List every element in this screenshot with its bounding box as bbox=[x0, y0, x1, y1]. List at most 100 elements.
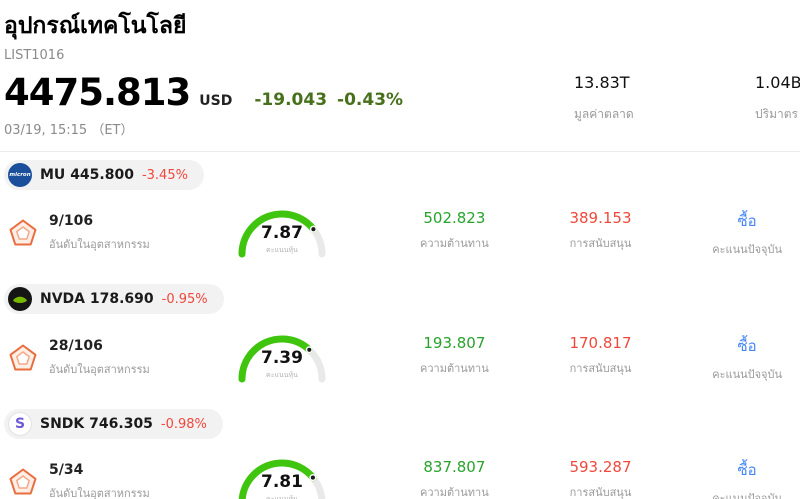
index-price: 4475.813 bbox=[4, 71, 191, 114]
resistance-metric: 837.807 ความต้านทาน bbox=[420, 458, 489, 499]
gauge-fill bbox=[238, 459, 326, 499]
stock-section-sndk: S SNDK 746.305 -0.98% 5/34 อันดับในอุตสา… bbox=[0, 409, 800, 499]
stat-volume: 1.04B ปริมาตร bbox=[755, 73, 800, 124]
signal-label: คะแนนปัจจุบัน bbox=[712, 242, 782, 256]
index-change-abs: -19.043 bbox=[254, 90, 328, 110]
support-label: การสนับสนุน bbox=[569, 485, 632, 499]
support-label: การสนับสนุน bbox=[569, 236, 632, 250]
stock-ticker: SNDK bbox=[40, 416, 85, 432]
stock-ticker-price: SNDK 746.305 bbox=[40, 416, 153, 432]
nvidia-logo-icon bbox=[8, 287, 32, 311]
resistance-label: ความต้านทาน bbox=[420, 236, 489, 250]
page-title: อุปกรณ์เทคโนโลยี bbox=[4, 13, 187, 39]
currency-label: USD bbox=[199, 93, 233, 109]
metrics-row: 193.807 ความต้านทาน 170.817 การสนับสนุน … bbox=[332, 334, 800, 383]
stock-body: 5/34 อันดับในอุตสาหกรรม 7.81 คะแนนหุ้น 8… bbox=[0, 439, 800, 499]
micron-logo-text: micron bbox=[9, 172, 31, 178]
support-metric: 389.153 การสนับสนุน bbox=[569, 209, 631, 258]
gauge-score: 7.39 bbox=[261, 348, 303, 368]
support-value: 389.153 bbox=[569, 208, 632, 227]
gauge-score-label: คะแนนหุ้น bbox=[266, 371, 298, 379]
stock-change: -0.98% bbox=[160, 416, 207, 432]
score-gauge: 7.87 คะแนนหุ้น bbox=[232, 202, 332, 264]
resistance-value: 193.807 bbox=[423, 333, 486, 352]
industry-rank-value: 5/34 bbox=[49, 462, 84, 478]
resistance-label: ความต้านทาน bbox=[420, 485, 489, 499]
stock-price: 445.800 bbox=[70, 167, 134, 183]
score-gauge: 7.39 คะแนนหุ้น bbox=[232, 327, 332, 389]
sandisk-logo-icon: S bbox=[8, 412, 32, 436]
signal-value: ซื้อ bbox=[737, 211, 757, 230]
resistance-value: 837.807 bbox=[423, 457, 486, 476]
gauge-fill bbox=[238, 335, 326, 383]
support-label: การสนับสนุน bbox=[569, 361, 632, 375]
support-value: 170.817 bbox=[569, 333, 632, 352]
support-value: 593.287 bbox=[569, 457, 632, 476]
stock-ticker-price: NVDA 178.690 bbox=[40, 291, 154, 307]
industry-rank-value: 28/106 bbox=[49, 338, 103, 354]
signal-value: ซื้อ bbox=[737, 460, 757, 479]
gauge-score: 7.81 bbox=[261, 472, 303, 492]
stock-price: 178.690 bbox=[89, 291, 154, 307]
support-metric: 593.287 การสนับสนุน bbox=[569, 458, 631, 499]
signal-label: คะแนนปัจจุบัน bbox=[712, 491, 782, 499]
stock-ticker: MU bbox=[40, 167, 66, 183]
stock-body: 9/106 อันดับในอุตสาหกรรม 7.87 คะแนนหุ้น … bbox=[0, 190, 800, 276]
gauge-score: 7.87 bbox=[261, 223, 303, 243]
signal-label: คะแนนปัจจุบัน bbox=[712, 367, 782, 381]
stock-header[interactable]: NVDA 178.690 -0.95% bbox=[4, 284, 224, 314]
metrics-row: 502.823 ความต้านทาน 389.153 การสนับสนุน … bbox=[332, 209, 800, 258]
stock-section-nvda: NVDA 178.690 -0.95% 28/106 อันดับในอุตสา… bbox=[0, 284, 800, 401]
gauge-score-label: คะแนนหุ้น bbox=[266, 246, 298, 254]
signal-metric: ซื้อ คะแนนปัจจุบัน bbox=[712, 334, 782, 383]
stock-price: 746.305 bbox=[89, 416, 153, 432]
stock-section-mu: micron MU 445.800 -3.45% 9/106 อันดับในอ… bbox=[0, 160, 800, 276]
gauge-fill bbox=[238, 210, 326, 258]
stat-market-cap: 13.83T มูลค่าตลาด bbox=[574, 73, 634, 124]
resistance-label: ความต้านทาน bbox=[420, 361, 489, 375]
gauge-marker bbox=[305, 346, 313, 354]
index-header: อุปกรณ์เทคโนโลยี LIST1016 4475.813 USD -… bbox=[0, 0, 800, 138]
gauge-score-label: คะแนนหุ้น bbox=[266, 495, 298, 499]
market-cap-label: มูลค่าตลาด bbox=[574, 107, 634, 121]
industry-rank-label: อันดับในอุตสาหกรรม bbox=[49, 363, 150, 376]
stock-ticker: NVDA bbox=[40, 291, 86, 307]
volume-value: 1.04B bbox=[755, 73, 800, 92]
resistance-value: 502.823 bbox=[423, 208, 486, 227]
header-divider bbox=[0, 151, 800, 152]
signal-value: ซื้อ bbox=[737, 336, 757, 355]
pentagon-radar-icon bbox=[9, 468, 37, 495]
score-gauge: 7.81 คะแนนหุ้น bbox=[232, 451, 332, 499]
sandisk-logo-text: S bbox=[14, 416, 26, 432]
stock-change: -0.95% bbox=[161, 291, 208, 307]
index-change-pct: -0.43% bbox=[337, 90, 404, 110]
industry-rank-label: อันดับในอุตสาหกรรม bbox=[49, 238, 150, 251]
price-row: 4475.813 USD -19.043 -0.43% 13.83T มูลค่… bbox=[4, 71, 800, 121]
index-code: LIST1016 bbox=[4, 48, 65, 63]
industry-rank-label: อันดับในอุตสาหกรรม bbox=[49, 487, 150, 499]
resistance-metric: 502.823 ความต้านทาน bbox=[420, 209, 489, 258]
stock-header[interactable]: micron MU 445.800 -3.45% bbox=[4, 160, 204, 190]
rank-text: 9/106 อันดับในอุตสาหกรรม bbox=[49, 213, 150, 253]
industry-rank-value: 9/106 bbox=[49, 213, 94, 229]
rank-column: 9/106 อันดับในอุตสาหกรรม bbox=[0, 213, 232, 253]
rank-text: 28/106 อันดับในอุตสาหกรรม bbox=[49, 338, 150, 378]
rank-text: 5/34 อันดับในอุตสาหกรรม bbox=[49, 462, 150, 499]
stock-body: 28/106 อันดับในอุตสาหกรรม 7.39 คะแนนหุ้น… bbox=[0, 315, 800, 401]
resistance-metric: 193.807 ความต้านทาน bbox=[420, 334, 489, 383]
stock-header[interactable]: S SNDK 746.305 -0.98% bbox=[4, 409, 223, 439]
stock-change: -3.45% bbox=[141, 167, 188, 183]
rank-column: 5/34 อันดับในอุตสาหกรรม bbox=[0, 462, 232, 499]
quote-timestamp: 03/19, 15:15 （ET） bbox=[4, 123, 134, 138]
micron-logo-icon: micron bbox=[8, 163, 32, 187]
gauge-marker bbox=[309, 225, 317, 233]
market-cap-value: 13.83T bbox=[574, 73, 630, 92]
gauge-marker bbox=[309, 474, 317, 482]
rank-column: 28/106 อันดับในอุตสาหกรรม bbox=[0, 338, 232, 378]
signal-metric: ซื้อ คะแนนปัจจุบัน bbox=[712, 209, 782, 258]
stock-ticker-price: MU 445.800 bbox=[40, 167, 134, 183]
pentagon-radar-icon bbox=[9, 344, 37, 371]
metrics-row: 837.807 ความต้านทาน 593.287 การสนับสนุน … bbox=[332, 458, 800, 499]
pentagon-radar-icon bbox=[9, 219, 37, 246]
